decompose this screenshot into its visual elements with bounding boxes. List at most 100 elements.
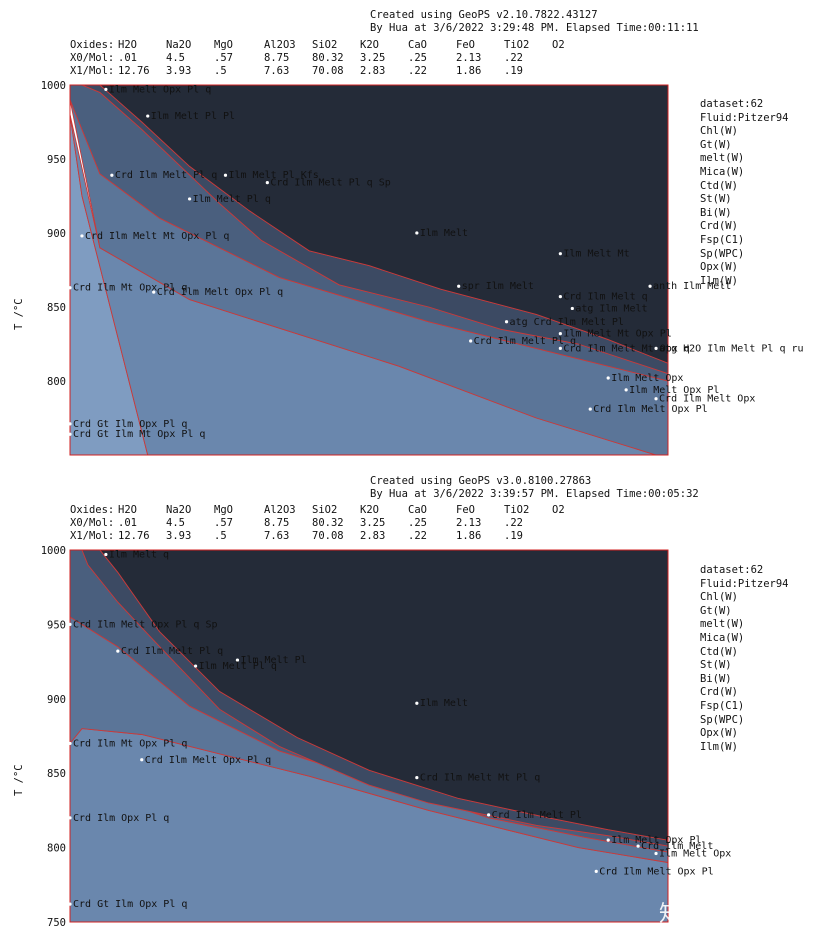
- oxide-cell-header: FeO: [456, 504, 475, 516]
- oxide-cell-header: Na2O: [166, 504, 192, 516]
- oxide-cell-x0: .01: [118, 517, 137, 529]
- field-label-marker: [68, 622, 72, 626]
- field-label-marker: [624, 388, 628, 392]
- field-label: atg Crd Ilm Melt Pl: [510, 317, 624, 328]
- plot-frame: [69, 84, 669, 456]
- field-label-marker: [265, 181, 269, 185]
- field-label-marker: [104, 87, 108, 91]
- field-label-marker: [606, 838, 610, 842]
- oxide-cell-header: K2O: [360, 39, 379, 51]
- y-tick-label: 750: [47, 917, 66, 929]
- field-label: Ilm Melt Opx Pl q: [109, 84, 211, 95]
- field-label: spr Ilm Melt: [462, 281, 534, 292]
- oxide-cell-x1: .22: [408, 530, 427, 542]
- field-label-marker: [606, 376, 610, 380]
- field-label: Crd Ilm Melt Mt Pl q: [420, 773, 540, 784]
- field-label: Ilm Melt Opx Pl: [611, 835, 701, 846]
- pseudosection-plot: 1000 950 900 850 800 T /°C Ilm Melt Opx Pl q Il…: [13, 80, 804, 456]
- oxide-cell-x0: .25: [408, 517, 427, 529]
- oxide-cell-header: Al2O3: [264, 504, 296, 516]
- field-label: atg H2O Ilm Melt Pl q ru: [659, 343, 804, 354]
- solution-model-list: dataset:62 Fluid:Pitzer94 Chl(W) Gt(W) melt(…: [700, 564, 789, 754]
- field-label-marker: [457, 284, 461, 288]
- field-label-marker: [588, 407, 592, 411]
- solution-model-item: Fluid:Pitzer94: [700, 111, 789, 124]
- oxide-cell-header: Oxides:: [70, 39, 115, 51]
- field-label-marker: [594, 869, 598, 873]
- oxide-cell-x0: .01: [118, 52, 137, 64]
- oxide-cell-x0: .25: [408, 52, 427, 64]
- oxide-cell-x1: 2.83: [360, 65, 386, 77]
- field-label: Crd Ilm Melt q: [563, 292, 647, 303]
- oxide-cell-x1: 1.86: [456, 530, 482, 542]
- oxide-cell-x0: .57: [214, 517, 233, 529]
- solution-model-item: Gt(W): [700, 138, 732, 151]
- field-label-marker: [68, 422, 72, 426]
- field-label: Ilm Melt Pl Kfs: [228, 170, 318, 181]
- solution-model-item: Crd(W): [700, 686, 738, 699]
- field-label-marker: [570, 306, 574, 311]
- field-label: Crd Ilm Melt Pl q: [115, 170, 217, 181]
- oxide-cell-x1: X1/Mol:: [70, 530, 115, 542]
- oxide-cell-x1: 12.76: [118, 530, 150, 542]
- solution-model-item: dataset:62: [700, 98, 764, 110]
- oxide-cell-x1: .22: [408, 65, 427, 77]
- solution-model-item: Ilm(W): [700, 274, 738, 287]
- field-label: Ilm Melt Pl Pl: [151, 111, 235, 122]
- field-label: Crd Ilm Melt Opx Pl q: [157, 287, 283, 298]
- field-label: Crd Gt Ilm Mt Opx Pl q: [73, 429, 205, 440]
- field-label-marker: [110, 173, 114, 177]
- solution-model-item: Mica(W): [700, 165, 745, 178]
- field-label-marker: [68, 286, 72, 290]
- chart-title: Created using GeoPS v2.10.7822.43127: [370, 9, 598, 21]
- field-label-marker: [415, 776, 419, 780]
- field-label-marker: [68, 432, 72, 436]
- y-axis-label: T /°C: [13, 298, 25, 330]
- field-label-marker: [636, 844, 640, 848]
- oxide-cell-x1: .19: [504, 65, 523, 77]
- field-label: Ilm Melt: [420, 228, 468, 239]
- oxide-cell-x1: 70.08: [312, 530, 344, 542]
- y-tick-label: 1000: [41, 80, 66, 92]
- oxide-cell-x1: 12.76: [118, 65, 150, 77]
- oxide-cell-x1: 3.93: [166, 530, 192, 542]
- field-label: Crd Gt Ilm Opx Pl q: [73, 899, 187, 910]
- y-tick-label: 1000: [41, 545, 66, 557]
- oxide-cell-x0: .22: [504, 52, 523, 64]
- oxide-cell-header: MgO: [214, 39, 233, 51]
- field-label: Crd Ilm Melt Opx Pl q Sp: [73, 619, 218, 630]
- field-label: Crd Ilm Melt Pl: [492, 810, 582, 821]
- field-label-marker: [188, 197, 192, 201]
- field-label: atg Ilm Melt: [575, 303, 647, 314]
- field-label: Crd Ilm Melt Opx Pl: [593, 404, 707, 415]
- solution-model-item: Chl(W): [700, 591, 738, 604]
- oxide-cell-header: CaO: [408, 39, 427, 51]
- oxide-cell-header: CaO: [408, 504, 427, 516]
- solution-model-item: Fluid:Pitzer94: [700, 577, 789, 590]
- field-label: Crd Ilm Mt Opx Pl q: [73, 283, 187, 294]
- solution-model-item: Opx(W): [700, 727, 738, 740]
- field-label-marker: [140, 758, 144, 762]
- solution-model-item: Mica(W): [700, 631, 745, 644]
- field-label: Ilm Melt Opx: [659, 849, 731, 860]
- field-label: Crd Ilm Melt Opx Pl q: [145, 755, 271, 766]
- pseudosection-panel-2: Created using GeoPS v3.0.8100.27863 By H…: [0, 470, 822, 940]
- oxide-cell-x0: 3.25: [360, 52, 386, 64]
- field-label-marker: [104, 552, 108, 557]
- y-tick-label: 950: [47, 154, 66, 166]
- oxide-cell-x1: .5: [214, 65, 227, 77]
- field-label-marker: [654, 346, 658, 350]
- oxide-cell-x0: 3.25: [360, 517, 386, 529]
- field-label: Ilm Melt Pl: [240, 655, 306, 666]
- solution-model-item: Fsp(C1): [700, 699, 745, 712]
- oxide-cell-header: SiO2: [312, 504, 338, 516]
- oxide-cell-x1: 7.63: [264, 530, 290, 542]
- chart-subtitle: By Hua at 3/6/2022 3:29:48 PM. Elapsed T…: [370, 22, 699, 34]
- solution-model-item: Sp(WPC): [700, 247, 745, 260]
- field-label-marker: [68, 741, 72, 746]
- field-label: Crd Ilm Melt Pl q: [121, 646, 223, 657]
- field-label-marker: [558, 332, 562, 336]
- chart-title: Created using GeoPS v3.0.8100.27863: [370, 475, 592, 487]
- solution-model-item: dataset:62: [700, 564, 764, 576]
- solution-model-item: Crd(W): [700, 220, 738, 233]
